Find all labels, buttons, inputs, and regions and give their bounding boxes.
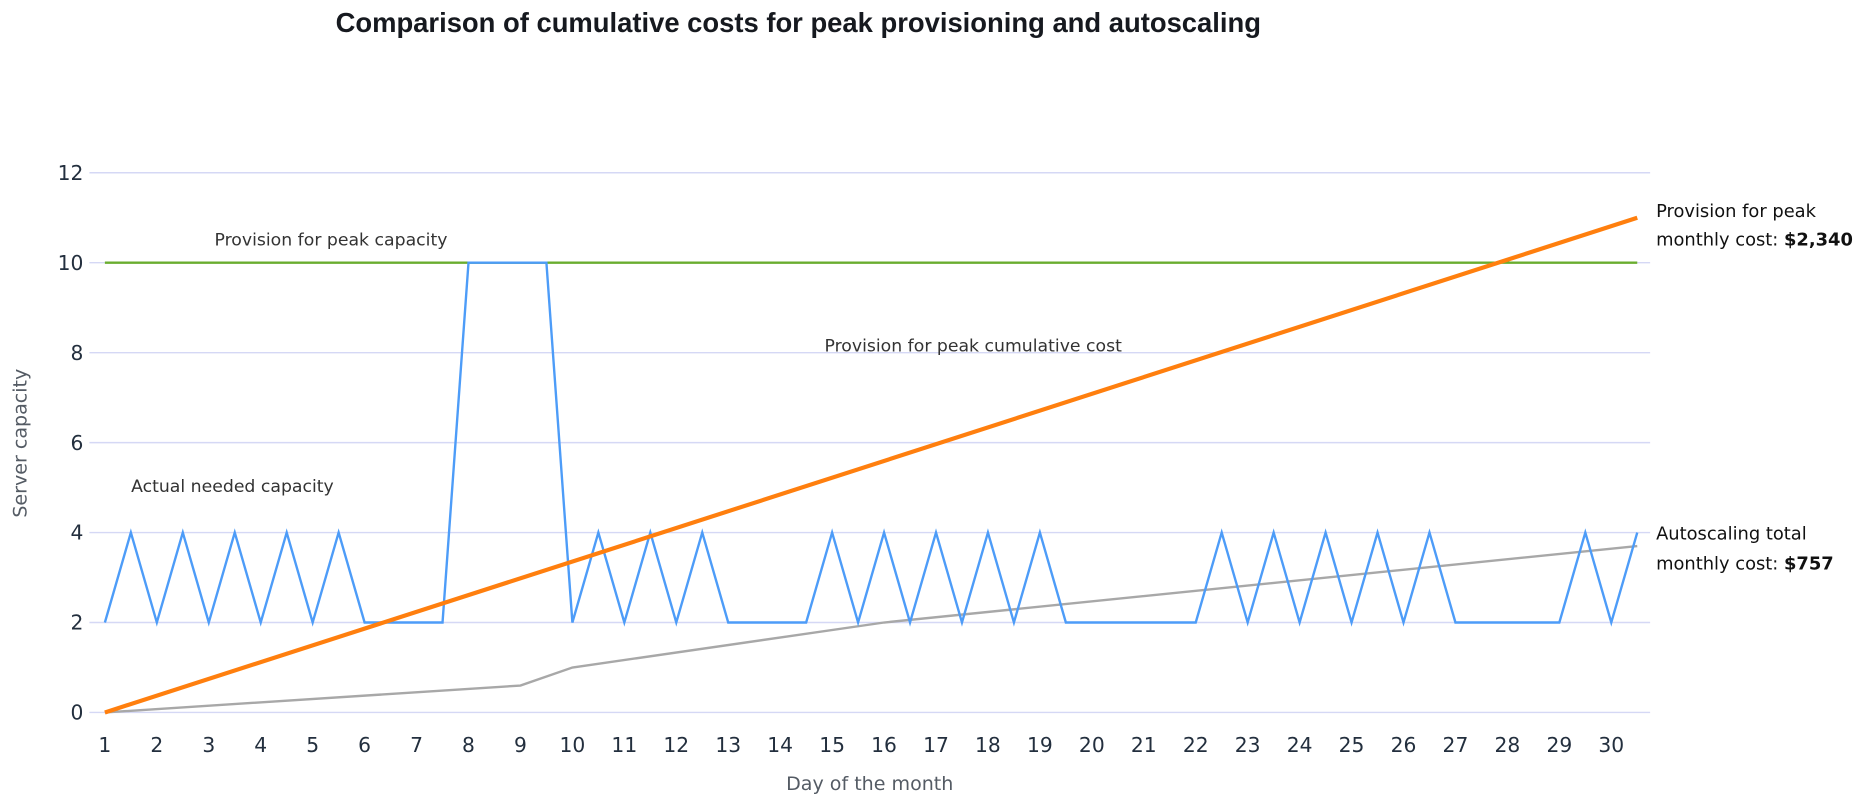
x-tick-label: 9 bbox=[514, 733, 527, 757]
x-tick-label: 12 bbox=[663, 733, 689, 757]
x-tick-label: 3 bbox=[202, 733, 215, 757]
x-tick-label: 30 bbox=[1598, 733, 1624, 757]
series-line-actual-needed-capacity bbox=[103, 261, 1639, 627]
autoscaling-total-value: $757 bbox=[1784, 553, 1834, 574]
x-tick-label: 10 bbox=[559, 733, 585, 757]
x-tick-label: 5 bbox=[306, 733, 319, 757]
x-tick-label: 18 bbox=[975, 733, 1001, 757]
y-tick-label: 6 bbox=[71, 431, 84, 455]
x-tick-label: 11 bbox=[611, 733, 637, 757]
gridlines bbox=[89, 172, 1651, 714]
y-axis-label: Server capacity bbox=[9, 369, 31, 518]
peak-total-value: $2,340 bbox=[1784, 229, 1853, 250]
autoscaling-total-label-line1: Autoscaling total bbox=[1656, 524, 1807, 545]
y-tick-label: 0 bbox=[71, 701, 84, 725]
chart-title: Comparison of cumulative costs for peak … bbox=[336, 7, 1261, 38]
peak-total-label-line2: monthly cost: $2,340 bbox=[1656, 229, 1853, 250]
x-tick-label: 26 bbox=[1391, 733, 1417, 757]
annotation-peak-cumulative-cost: Provision for peak cumulative cost bbox=[824, 336, 1122, 356]
x-tick-label: 7 bbox=[410, 733, 423, 757]
y-tick-label: 4 bbox=[71, 521, 84, 545]
x-tick-label: 8 bbox=[462, 733, 475, 757]
x-tick-label: 17 bbox=[923, 733, 949, 757]
y-tick-label: 8 bbox=[71, 341, 84, 365]
x-tick-label: 28 bbox=[1495, 733, 1521, 757]
x-tick-label: 1 bbox=[98, 733, 111, 757]
y-tick-labels: 0 2 4 6 8 10 12 bbox=[58, 161, 84, 725]
x-tick-label: 13 bbox=[715, 733, 741, 757]
x-axis-label: Day of the month bbox=[786, 773, 953, 795]
x-tick-label: 25 bbox=[1339, 733, 1365, 757]
x-tick-label: 2 bbox=[150, 733, 163, 757]
autoscaling-total-prefix: monthly cost: bbox=[1656, 553, 1784, 574]
x-tick-label: 22 bbox=[1183, 733, 1209, 757]
peak-total-label-line1: Provision for peak bbox=[1656, 201, 1817, 222]
x-tick-label: 20 bbox=[1079, 733, 1105, 757]
x-tick-label: 15 bbox=[819, 733, 845, 757]
x-tick-label: 27 bbox=[1443, 733, 1469, 757]
x-tick-labels: 1 2 3 4 5 6 7 8 9 10 11 12 13 14 15 16 17 18 19 20 21 22 23 24 2… bbox=[98, 733, 1624, 757]
peak-total-prefix: monthly cost: bbox=[1656, 229, 1784, 250]
autoscaling-total-label-line2: monthly cost: $757 bbox=[1656, 553, 1834, 574]
y-tick-label: 10 bbox=[58, 251, 84, 275]
x-tick-label: 4 bbox=[254, 733, 267, 757]
y-tick-label: 12 bbox=[58, 161, 84, 185]
series-lines bbox=[103, 215, 1639, 715]
annotation-actual-capacity: Actual needed capacity bbox=[131, 477, 334, 497]
series-line-autoscaling-total bbox=[104, 544, 1638, 714]
x-tick-label: 24 bbox=[1287, 733, 1313, 757]
x-tick-label: 14 bbox=[767, 733, 793, 757]
x-tick-label: 21 bbox=[1131, 733, 1157, 757]
annotation-peak-capacity: Provision for peak capacity bbox=[214, 230, 447, 250]
series-line-provision-for-peak-cumulative-cost bbox=[104, 215, 1638, 715]
x-tick-label: 16 bbox=[871, 733, 897, 757]
x-tick-label: 19 bbox=[1027, 733, 1053, 757]
x-tick-label: 23 bbox=[1235, 733, 1261, 757]
x-tick-label: 29 bbox=[1546, 733, 1572, 757]
x-tick-label: 6 bbox=[358, 733, 371, 757]
y-tick-label: 2 bbox=[71, 611, 84, 635]
